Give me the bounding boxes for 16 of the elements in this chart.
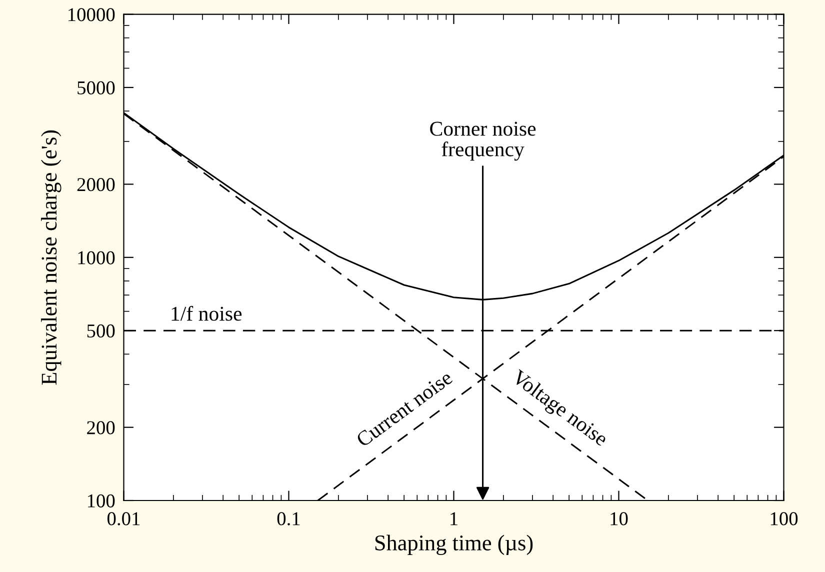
y-tick-label: 10000: [68, 8, 115, 22]
annotation: Corner noise frequency: [430, 122, 536, 161]
y-tick-label: 100: [88, 494, 115, 508]
x-tick-label: 0.1: [277, 512, 300, 526]
ref-line-label: 1/f noise: [172, 306, 242, 321]
x-tick-label: 10: [610, 512, 628, 526]
y-tick-label: 200: [87, 421, 115, 434]
y-axis-title: Equivalent noise charge (e's): [41, 130, 62, 385]
y-tick-label: 500: [87, 324, 115, 338]
x-axis-title: Shaping time (µs): [375, 534, 533, 556]
x-tick-label: 100: [770, 512, 798, 526]
y-tick-label: 2000: [77, 178, 115, 192]
x-tick-label: 0.01: [107, 512, 140, 526]
x-tick-label: 1: [450, 512, 458, 526]
y-tick-label: 1000: [78, 251, 115, 264]
y-tick-label: 5000: [78, 81, 115, 94]
